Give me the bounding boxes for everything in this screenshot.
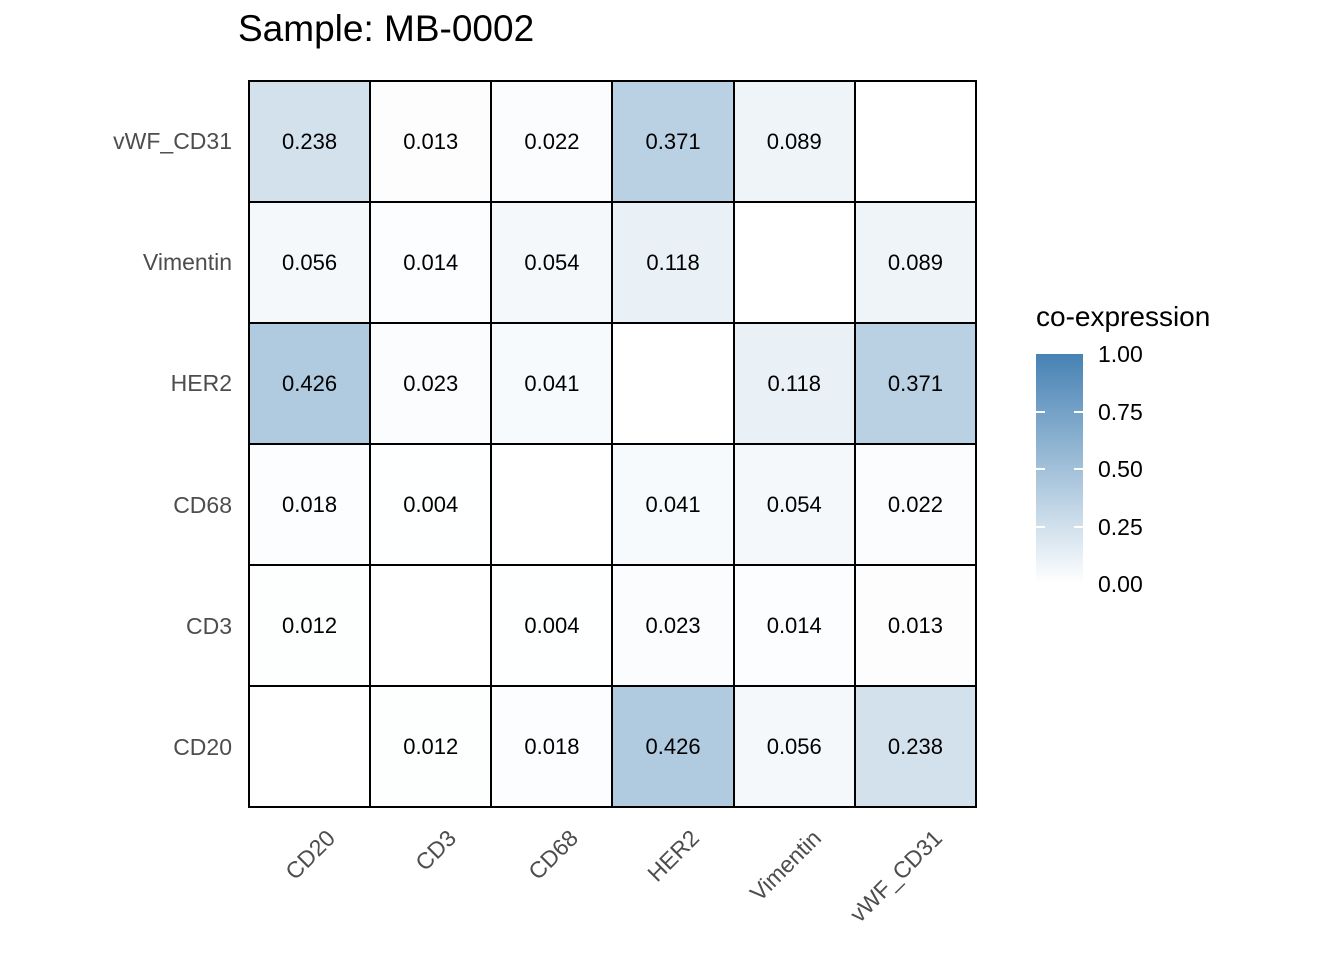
colorbar-tick-mark — [1036, 468, 1045, 470]
heatmap-cell: 0.014 — [734, 566, 854, 685]
heatmap-cell: 0.014 — [371, 203, 491, 322]
legend-tick-label: 0.75 — [1098, 398, 1143, 425]
heatmap-cell: 0.041 — [613, 445, 733, 564]
legend-tick-label: 0.25 — [1098, 513, 1143, 540]
heatmap-cell: 0.118 — [734, 324, 854, 443]
x-axis-label: CD3 — [410, 824, 462, 876]
y-axis-label: CD3 — [185, 613, 232, 639]
y-axis-label: vWF_CD31 — [113, 127, 232, 154]
heatmap-cell: 0.004 — [371, 445, 491, 564]
heatmap-cell — [250, 687, 370, 806]
heatmap-cell: 0.022 — [855, 445, 975, 564]
heatmap-cell: 0.054 — [492, 203, 612, 322]
x-axis-label: CD68 — [522, 824, 583, 885]
heatmap-cell — [613, 324, 733, 443]
colorbar-tick-mark — [1074, 525, 1083, 528]
colorbar-tick-mark — [1036, 525, 1045, 528]
legend-tick-label: 0.00 — [1098, 571, 1143, 597]
heatmap-cell: 0.371 — [613, 82, 733, 201]
heatmap-cell — [734, 203, 854, 322]
heatmap-cell: 0.089 — [734, 82, 854, 201]
heatmap-cell: 0.371 — [855, 324, 975, 443]
legend-colorbar — [1036, 354, 1083, 584]
heatmap-cell: 0.089 — [855, 203, 975, 322]
heatmap-cell: 0.004 — [492, 566, 612, 685]
legend-title: co-expression — [1036, 301, 1211, 332]
y-axis-label: HER2 — [170, 370, 232, 397]
heatmap-cell: 0.012 — [371, 687, 491, 806]
plot-title: Sample: MB-0002 — [238, 8, 535, 49]
y-axis-label: CD20 — [173, 734, 232, 761]
heatmap-cell: 0.238 — [855, 687, 975, 806]
x-axis-label: Vimentin — [744, 824, 826, 907]
x-axis-label: vWF_CD31 — [844, 824, 948, 928]
heatmap-grid: 0.238 0.013 0.022 0.371 0.089 0.056 0.014 0.054… — [248, 80, 977, 808]
legend-tick-label: 1.00 — [1098, 341, 1143, 367]
heatmap-cell: 0.018 — [492, 687, 612, 806]
heatmap-cell: 0.013 — [855, 566, 975, 685]
heatmap-cell: 0.023 — [613, 566, 733, 685]
heatmap-cell: 0.054 — [734, 445, 854, 564]
heatmap-cell: 0.118 — [613, 203, 733, 322]
y-axis-label: Vimentin — [142, 249, 232, 275]
heatmap-cell — [371, 566, 491, 685]
heatmap-cell: 0.056 — [734, 687, 854, 806]
heatmap-cell: 0.426 — [250, 324, 370, 443]
heatmap-cell: 0.013 — [371, 82, 491, 201]
heatmap-cell — [855, 82, 975, 201]
legend-tick-label: 0.50 — [1098, 456, 1143, 482]
x-axis-label: CD20 — [279, 824, 340, 885]
x-axis-label: HER2 — [642, 824, 705, 887]
heatmap-cell: 0.012 — [250, 566, 370, 685]
heatmap-cell: 0.238 — [250, 82, 370, 201]
colorbar-tick-mark — [1036, 410, 1045, 413]
heatmap-cell: 0.426 — [613, 687, 733, 806]
heatmap-cell: 0.022 — [492, 82, 612, 201]
heatmap-cell: 0.056 — [250, 203, 370, 322]
heatmap-cell — [492, 445, 612, 564]
heatmap-cell: 0.018 — [250, 445, 370, 564]
colorbar-tick-mark — [1074, 410, 1083, 413]
heatmap-cell: 0.023 — [371, 324, 491, 443]
colorbar-tick-mark — [1074, 468, 1083, 470]
heatmap-cell: 0.041 — [492, 324, 612, 443]
y-axis-label: CD68 — [173, 491, 232, 518]
